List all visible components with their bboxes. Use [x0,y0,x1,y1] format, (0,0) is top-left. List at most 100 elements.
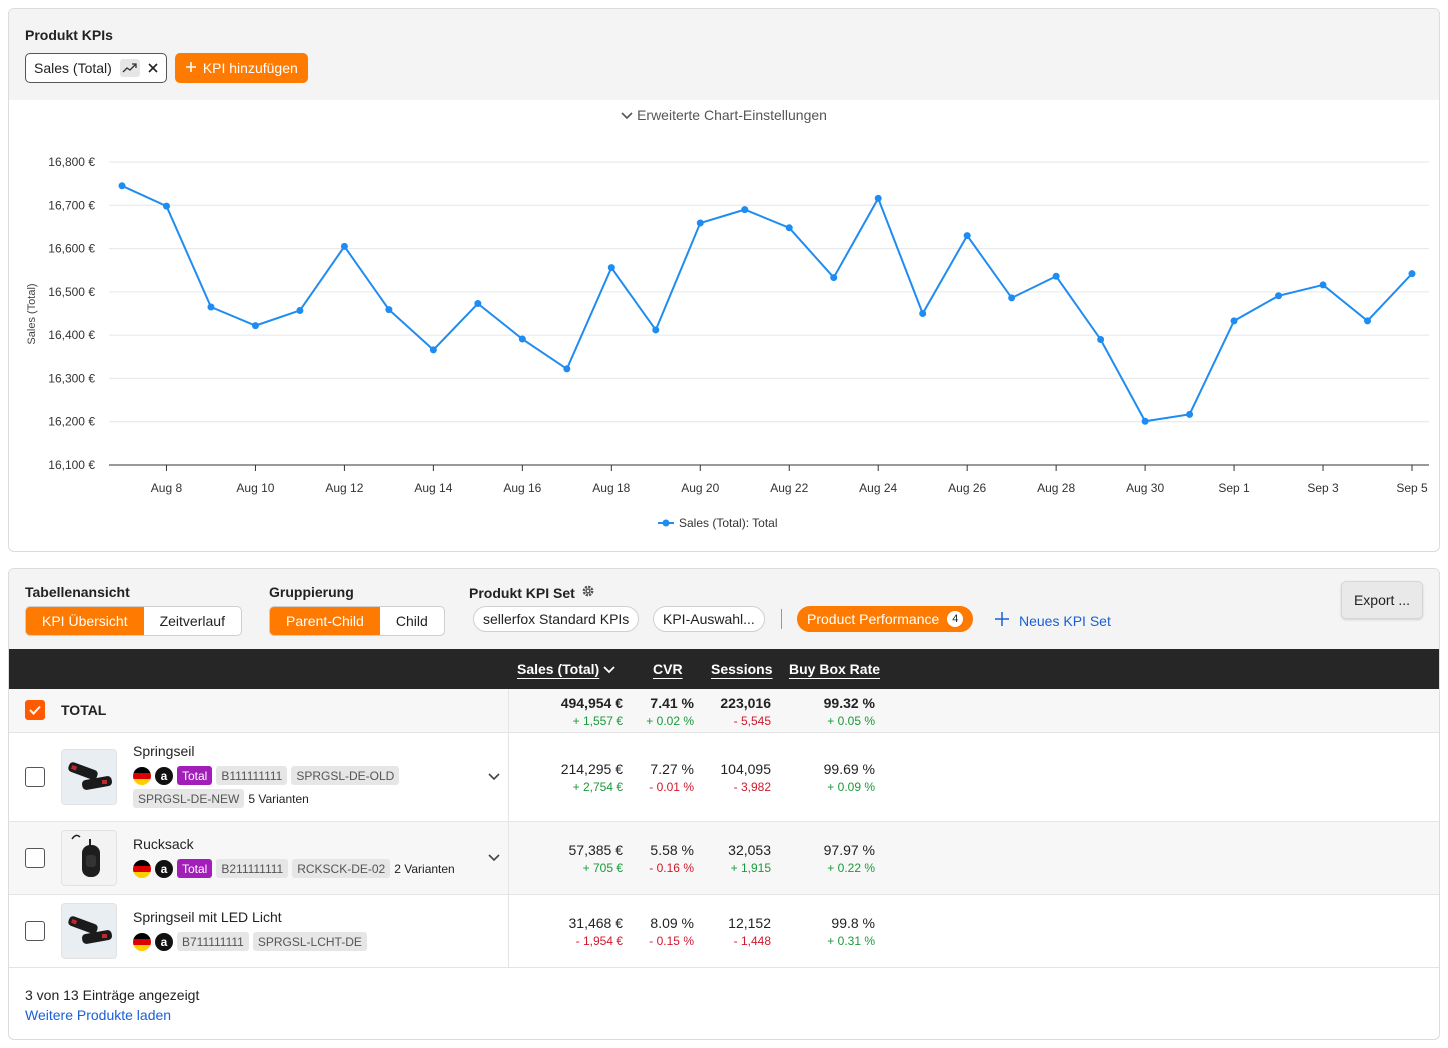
product-tags: a B711111111 SPRGSL-LCHT-DE [133,932,473,951]
row-buy-box-rate: 99.69 % [823,761,875,777]
col-cvr[interactable]: CVR [653,661,683,677]
chevron-down-icon[interactable] [487,770,501,784]
table-row[interactable]: Springseil a Total B111111111 SPRGSL-DE-… [9,733,1439,822]
view-option-kpi-overview[interactable]: KPI Übersicht [26,607,144,635]
chip-divider [781,609,782,629]
kpi-section-title: Produkt KPIs [25,27,113,43]
total-buy-box-rate-delta: + 0.05 % [827,714,875,728]
chevron-down-icon [621,107,637,123]
row-checkbox[interactable] [25,767,45,787]
total-buy-box-rate: 99.32 % [823,695,875,711]
table-controls: Tabellenansicht KPI Übersicht Zeitverlau… [9,569,1439,649]
row-cvr-delta: - 0.16 % [649,861,694,875]
series-line [121,184,1413,423]
sku-tag: SPRGSL-DE-OLD [291,766,400,785]
row-sales: 214,295 € [560,761,623,777]
product-table-card: Tabellenansicht KPI Übersicht Zeitverlau… [8,568,1440,1040]
total-cvr-delta: + 0.02 % [646,714,694,728]
x-tick-label: Aug 10 [236,481,274,495]
kpi-header: Produkt KPIs Sales (Total) KPI hinzufüge… [9,9,1439,100]
gear-icon[interactable] [581,584,595,601]
x-tick-label: Aug 24 [859,481,897,495]
total-tag: Total [177,859,213,878]
data-point [1186,410,1194,418]
data-point [118,182,126,190]
germany-flag-icon [133,932,151,951]
x-tick-label: Sep 1 [1218,481,1250,495]
row-sales-delta: - 1,954 € [575,934,623,948]
table-row[interactable]: Springseil mit LED Licht a B711111111 SP… [9,895,1439,968]
trend-chart-icon[interactable] [119,59,140,77]
select-all-checkbox[interactable] [25,700,45,720]
new-kpi-set-button[interactable]: Neues KPI Set [993,610,1111,631]
grouping-toggle: Parent-Child Child [269,606,445,636]
row-buy-box-rate: 99.8 % [831,915,875,931]
row-checkbox[interactable] [25,848,45,868]
total-sessions-delta: - 5,545 [733,714,771,728]
column-divider [508,733,509,821]
row-cvr-delta: - 0.01 % [649,780,694,794]
total-sales-delta: + 1,557 € [572,714,623,728]
kpi-set-header: Produkt KPI Set [469,584,595,601]
grouping-option-parent-child[interactable]: Parent-Child [270,607,380,635]
kpi-chip-label: Sales (Total) [34,60,112,76]
variants-count: 2 Varianten [394,861,455,876]
kpi-set-label: Produkt KPI Set [469,584,575,601]
col-buy-box-rate[interactable]: Buy Box Rate [789,661,881,677]
asin-tag: B211111111 [216,859,289,878]
chart-settings-label: Erweiterte Chart-Einstellungen [637,107,827,123]
total-label: TOTAL [61,702,107,718]
product-name[interactable]: Springseil mit LED Licht [133,909,282,925]
chart-settings-toggle[interactable]: Erweiterte Chart-Einstellungen [9,107,1439,123]
data-point [607,264,615,272]
column-divider [508,895,509,967]
grouping-option-child[interactable]: Child [395,613,428,629]
y-tick-label: 16,500 € [48,285,95,299]
product-tags: a Total B211111111 RCKSCK-DE-02 2 Varian… [133,859,493,878]
data-point [518,335,526,343]
legend-marker [662,519,670,527]
load-more-link[interactable]: Weitere Produkte laden [25,1007,172,1023]
export-button[interactable]: Export ... [1340,581,1423,619]
plus-circle-icon [993,610,1011,631]
product-thumbnail [61,830,117,886]
product-name[interactable]: Rucksack [133,836,194,852]
y-tick-label: 16,300 € [48,371,95,385]
total-sales: 494,954 € [560,695,623,711]
row-sales: 31,468 € [568,915,624,931]
y-tick-label: 16,700 € [48,198,95,212]
sku-tag: SPRGSL-LCHT-DE [252,932,367,951]
row-cvr: 5.58 % [650,842,694,858]
view-option-timeline[interactable]: Zeitverlauf [159,613,225,629]
row-checkbox[interactable] [25,921,45,941]
entries-count: 3 von 13 Einträge angezeigt [25,987,200,1003]
data-point [474,300,482,308]
kpi-chip-sales-total[interactable]: Sales (Total) [25,53,167,83]
total-cvr: 7.41 % [650,695,694,711]
sales-line-chart: 16,800 € 16,700 € 16,600 € 16,500 € 16,400 €… [26,155,1429,530]
add-kpi-button[interactable]: KPI hinzufügen [174,53,308,83]
x-tick-label: Aug 22 [770,481,808,495]
close-icon[interactable] [148,60,158,76]
chevron-down-icon[interactable] [487,851,501,865]
add-kpi-label: KPI hinzufügen [202,60,298,76]
data-point [919,310,927,317]
table-row[interactable]: Rucksack a Total B211111111 RCKSCK-DE-02… [9,822,1439,895]
amazon-icon: a [155,859,173,878]
data-point [563,365,571,373]
data-point [1364,317,1372,325]
data-point [251,322,259,330]
product-name[interactable]: Springseil [133,743,195,759]
data-point [207,303,215,311]
x-tick-label: Aug 28 [1037,481,1075,495]
col-sales-total[interactable]: Sales (Total) [517,661,615,677]
kpi-set-product-performance[interactable]: Product Performance 4 [797,606,974,632]
data-point [1052,272,1060,280]
row-buy-box-rate-delta: + 0.22 % [827,861,875,875]
kpi-set-standard[interactable]: sellerfox Standard KPIs [473,606,640,632]
kpi-set-selection[interactable]: KPI-Auswahl... [653,606,765,632]
col-sessions[interactable]: Sessions [711,661,773,677]
data-point [741,206,749,214]
x-tick-label: Aug 26 [948,481,986,495]
row-sessions: 32,053 [728,842,771,858]
